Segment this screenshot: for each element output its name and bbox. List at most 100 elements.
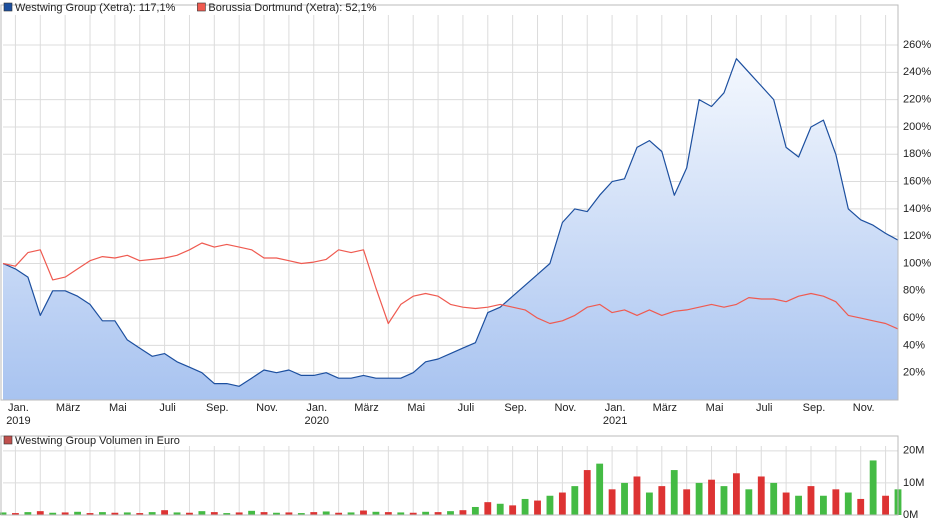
volume-bar [558,492,566,515]
volume-bar [36,511,44,515]
legend-swatch [3,435,13,445]
volume-bar [484,502,492,515]
volume-bar [136,513,144,515]
volume-bar [123,512,131,515]
x-tick-label: Jan. [8,402,29,414]
volume-bar [24,512,32,515]
plot-frame [0,435,899,516]
y-tick-label: 140% [903,203,931,215]
volume-bar [173,512,181,515]
volume-bar [708,479,715,515]
y-tick-label: 100% [903,257,931,269]
x-tick-label: Juli [756,402,773,414]
y-tick-label: 180% [903,148,931,160]
volume-bar [248,510,256,515]
volume-bar [447,511,454,515]
x-tick-label: Mai [706,402,724,414]
volume-bar [819,495,827,515]
x-tick-label: März [56,402,80,414]
legend-swatch [3,2,13,12]
y-tick-label: 80% [903,285,925,297]
legend-label: Westwing Group Volumen in Euro [15,435,180,447]
volume-bar [49,512,57,515]
x-year-label: 2021 [603,415,627,427]
volume-bar [857,498,865,515]
volume-bar [297,513,305,515]
volume-bar [509,505,517,515]
volume-bar [770,482,778,515]
volume-bar [74,511,82,515]
x-tick-label: Juli [159,402,176,414]
y-tick-label: 160% [903,175,931,187]
volume-bar [397,512,405,515]
volume-bar [0,512,7,515]
volume-bar [310,512,318,515]
volume-bar [621,482,628,515]
line [2,58,899,387]
x-tick-label: Jan. [605,402,626,414]
volume-bar [795,495,802,515]
volume-bar [645,492,653,515]
volume-bar [546,495,554,515]
volume-bar [844,492,852,515]
volume-bar [757,476,765,515]
x-tick-label: Nov. [853,402,875,414]
volume-bar [347,512,355,515]
y-tick-label: 260% [903,39,931,51]
volume-bar [223,513,231,515]
y-tick-label: 240% [903,66,931,78]
y-tick-label: 0M [903,509,918,521]
volume-bar [99,512,106,515]
volume-bar [596,463,604,515]
volume-bar [832,489,840,515]
volume-bar [285,512,293,515]
x-tick-label: Nov. [554,402,576,414]
x-tick-label: März [653,402,677,414]
volume-bar [335,512,343,515]
volume-bar [782,492,790,515]
volume-bar [434,512,442,515]
volume-bar [720,486,728,515]
volume-bar [683,489,691,515]
volume-bar [422,511,430,515]
legend-label: Borussia Dortmund (Xetra): 52,1% [208,2,376,14]
volume-bar [210,512,218,515]
volume-bar [186,512,193,515]
y-tick-label: 220% [903,94,931,106]
x-year-label: 2020 [305,415,329,427]
x-tick-label: Mai [109,402,127,414]
volume-bar [198,511,206,515]
volume-bar [807,486,815,515]
x-tick-label: Nov. [256,402,278,414]
volume-bar [869,460,877,515]
volume-bar [111,512,119,515]
y-tick-label: 20% [903,367,925,379]
volume-bar [496,503,504,515]
line [2,242,899,330]
area [3,58,898,400]
legend-swatch [197,2,206,12]
x-tick-label: Juli [458,402,475,414]
volume-bar [12,513,19,515]
y-tick-label: 40% [903,339,925,351]
volume-bar [161,510,169,515]
volume-bar [235,512,243,515]
y-tick-label: 60% [903,312,925,324]
volume-bar [372,511,380,515]
volume-bar [86,513,94,515]
x-tick-label: März [354,402,378,414]
volume-bar [695,482,703,515]
volume-bar [260,512,268,515]
volume-bar [882,495,889,515]
x-tick-label: Mai [407,402,425,414]
x-tick-label: Jan. [306,402,327,414]
volume-bar [521,498,529,515]
y-tick-label: 120% [903,230,931,242]
x-year-label: 2019 [6,415,30,427]
volume-bar [658,486,666,515]
volume-bar [471,506,479,515]
x-tick-label: Sep. [206,402,229,414]
volume-bar [384,512,392,515]
volume-bar [571,486,579,515]
